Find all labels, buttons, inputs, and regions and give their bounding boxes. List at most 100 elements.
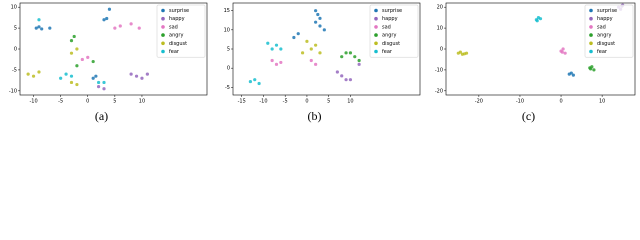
point: [314, 43, 318, 47]
point: [274, 43, 279, 47]
point: [37, 25, 41, 29]
point: [279, 47, 283, 51]
legend-label: sad: [597, 24, 606, 30]
x-tick-label: -5: [283, 99, 288, 105]
point: [80, 57, 84, 62]
legend-label: disgust: [597, 41, 615, 47]
legend-box: [156, 4, 206, 58]
caption: (b): [308, 109, 322, 123]
legend-box: [584, 4, 634, 58]
y-tick-label: 0: [227, 66, 230, 72]
legend-marker: [589, 16, 593, 21]
point: [348, 78, 353, 82]
point: [314, 20, 318, 24]
x-tick-label: -10: [516, 99, 524, 105]
legend-label: surprise: [382, 8, 402, 14]
legend-marker: [589, 33, 593, 37]
point: [357, 62, 361, 66]
point: [279, 60, 283, 65]
y-tick-label: -5: [225, 85, 230, 91]
point: [118, 24, 122, 28]
point: [248, 79, 252, 84]
point: [314, 9, 318, 13]
point: [257, 81, 261, 86]
point: [137, 26, 141, 30]
x-tick-label: 10: [347, 99, 353, 105]
y-tick-label: 10: [224, 27, 230, 33]
x-tick-label: 10: [139, 99, 145, 105]
point: [538, 17, 543, 21]
caption: (c): [522, 109, 535, 123]
point: [344, 78, 348, 82]
point: [571, 73, 575, 77]
point: [318, 16, 322, 20]
point: [270, 58, 274, 63]
point: [563, 51, 567, 55]
point: [309, 47, 313, 51]
legend-marker: [161, 8, 165, 13]
y-tick-label: 0: [14, 47, 17, 53]
point: [266, 41, 270, 45]
legend-label: sad: [169, 24, 178, 30]
point: [535, 19, 539, 23]
point: [91, 59, 95, 64]
legend-box: [369, 4, 419, 58]
legend-marker: [374, 49, 378, 54]
point: [96, 85, 101, 89]
point: [75, 47, 79, 51]
point: [34, 26, 38, 30]
point: [72, 34, 76, 39]
point: [69, 39, 74, 43]
point: [253, 78, 257, 82]
x-tick-label: 0: [86, 99, 89, 105]
point: [344, 51, 348, 55]
point: [75, 64, 79, 68]
point: [105, 16, 109, 21]
point: [91, 76, 95, 80]
y-tick-label: 0: [440, 47, 443, 53]
point: [561, 47, 565, 51]
legend-label: fear: [382, 49, 393, 55]
point: [335, 70, 339, 74]
point: [296, 32, 300, 36]
legend-label: angry: [169, 33, 183, 39]
x-tick-label: -5: [58, 99, 63, 105]
point: [69, 80, 74, 85]
legend-marker: [161, 41, 165, 46]
point: [37, 18, 41, 22]
y-tick-label: -5: [12, 67, 17, 73]
point: [31, 74, 36, 78]
point: [75, 82, 79, 87]
point: [592, 68, 596, 72]
point: [458, 50, 462, 54]
point: [316, 12, 320, 17]
point: [274, 62, 279, 66]
legend-marker: [374, 25, 378, 29]
x-tick-label: -20: [475, 99, 483, 105]
point: [357, 58, 361, 63]
point: [140, 76, 144, 80]
point: [96, 80, 101, 85]
legend-marker: [374, 41, 378, 46]
y-tick-label: 20: [437, 5, 443, 11]
point: [69, 74, 74, 78]
x-tick-label: 10: [599, 99, 605, 105]
point: [40, 27, 44, 31]
point: [292, 35, 296, 40]
point: [322, 28, 326, 32]
legend-marker: [161, 25, 165, 29]
point: [340, 55, 344, 59]
legend-label: angry: [382, 33, 396, 39]
y-tick-label: -20: [435, 88, 443, 94]
point: [129, 22, 133, 26]
point: [48, 26, 52, 30]
point: [270, 47, 274, 51]
point: [134, 74, 139, 78]
legend-marker: [374, 8, 378, 13]
point: [102, 87, 106, 91]
x-tick-label: -10: [29, 99, 37, 105]
figure: -10 -5 0 5 10 -10 -5 0 5 10 surprise happy sad angry d…: [9, 2, 636, 123]
y-tick-label: 10: [437, 26, 443, 32]
legend-label: angry: [597, 33, 611, 39]
point: [102, 18, 106, 22]
